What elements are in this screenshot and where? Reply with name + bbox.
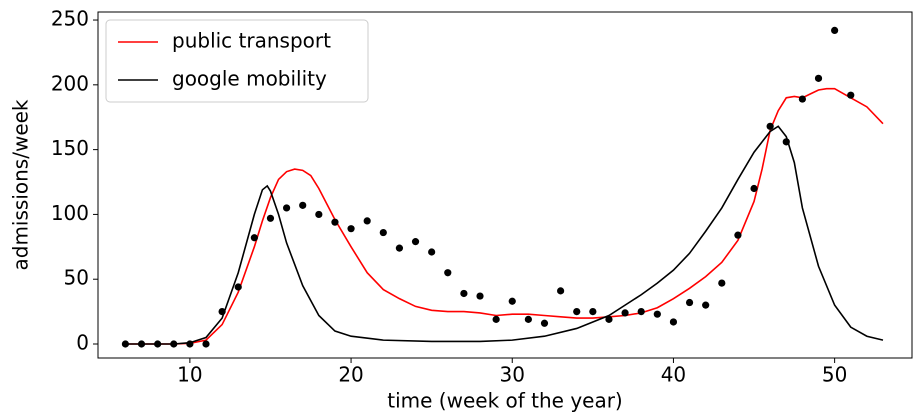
point bbox=[669, 318, 678, 326]
x-tick-label: 10 bbox=[177, 363, 202, 387]
point bbox=[573, 308, 581, 316]
y-tick-label: 0 bbox=[76, 331, 89, 355]
point bbox=[831, 26, 839, 35]
point bbox=[589, 308, 597, 316]
point bbox=[186, 340, 194, 348]
point bbox=[492, 315, 500, 323]
point bbox=[766, 122, 774, 130]
point bbox=[476, 292, 484, 300]
plot-frame bbox=[97, 11, 913, 359]
point bbox=[557, 287, 565, 295]
point bbox=[621, 309, 629, 317]
point bbox=[282, 204, 291, 212]
point bbox=[299, 201, 307, 209]
y-tick-label: 200 bbox=[51, 71, 89, 95]
x-axis-label: time (week of the year) bbox=[387, 389, 623, 413]
x-tick-label: 30 bbox=[500, 363, 525, 387]
point bbox=[702, 301, 710, 309]
point bbox=[750, 184, 758, 193]
point bbox=[234, 283, 242, 291]
point bbox=[540, 319, 549, 327]
legend-label: public transport bbox=[172, 29, 331, 53]
legend-box bbox=[105, 19, 369, 103]
point bbox=[605, 315, 613, 323]
point bbox=[718, 279, 726, 287]
point bbox=[782, 138, 790, 146]
point bbox=[137, 340, 146, 348]
point bbox=[218, 308, 226, 316]
y-tick-label: 100 bbox=[51, 201, 89, 225]
point bbox=[508, 297, 516, 305]
line bbox=[125, 87, 884, 345]
y-tick-label: 250 bbox=[51, 7, 89, 31]
point bbox=[363, 217, 371, 225]
point bbox=[685, 298, 694, 307]
point bbox=[379, 228, 387, 237]
point bbox=[154, 340, 162, 348]
legend-label: google mobility bbox=[172, 67, 327, 91]
point bbox=[250, 234, 258, 242]
point bbox=[347, 225, 355, 233]
point bbox=[847, 91, 855, 99]
point bbox=[798, 95, 806, 103]
point bbox=[315, 210, 323, 219]
point bbox=[121, 340, 130, 348]
point bbox=[411, 238, 420, 246]
point bbox=[395, 244, 404, 252]
point bbox=[637, 308, 645, 316]
point bbox=[734, 231, 742, 239]
point bbox=[460, 289, 468, 298]
line bbox=[125, 125, 884, 345]
point bbox=[331, 218, 339, 226]
point bbox=[524, 315, 532, 323]
x-tick-label: 40 bbox=[661, 363, 686, 387]
y-tick-label: 150 bbox=[51, 136, 89, 160]
y-tick-label: 50 bbox=[64, 266, 89, 290]
point bbox=[444, 269, 452, 277]
point bbox=[428, 248, 436, 256]
x-tick-label: 20 bbox=[338, 363, 363, 387]
x-tick-label: 50 bbox=[822, 363, 847, 387]
point bbox=[266, 214, 275, 222]
point bbox=[202, 340, 210, 348]
point bbox=[170, 340, 178, 348]
y-axis-label: admissions/week bbox=[9, 99, 33, 270]
point bbox=[653, 310, 661, 318]
point bbox=[814, 74, 823, 82]
